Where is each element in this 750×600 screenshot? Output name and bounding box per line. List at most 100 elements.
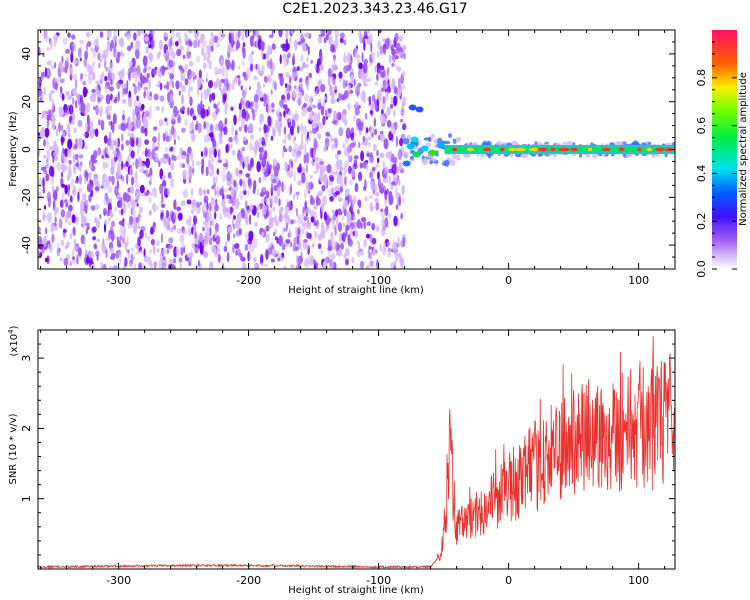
- noise-dot: [106, 114, 111, 120]
- noise-dot: [62, 37, 68, 45]
- noise-dot: [168, 244, 174, 250]
- noise-dot: [401, 84, 406, 91]
- noise-dot: [208, 132, 214, 137]
- noise-dot: [200, 107, 206, 119]
- noise-dot: [320, 84, 326, 93]
- noise-dot: [71, 97, 75, 106]
- noise-dot: [304, 93, 309, 103]
- noise-dot: [241, 108, 246, 120]
- noise-dot: [190, 251, 193, 258]
- track-halo-dot: [448, 133, 452, 138]
- noise-dot: [201, 79, 205, 83]
- noise-dot: [328, 36, 334, 46]
- noise-dot: [223, 245, 228, 252]
- noise-dot: [325, 33, 329, 41]
- noise-dot: [131, 247, 134, 253]
- noise-dot: [229, 206, 233, 215]
- noise-dot: [344, 120, 348, 127]
- noise-dot: [172, 219, 176, 225]
- noise-dot: [322, 115, 326, 126]
- track-halo-dot: [456, 136, 461, 143]
- noise-dot: [81, 223, 84, 228]
- noise-dot: [198, 187, 203, 196]
- noise-dot: [48, 165, 54, 177]
- noise-dot: [109, 209, 113, 215]
- noise-dot: [170, 36, 173, 47]
- noise-dot: [137, 136, 143, 148]
- noise-dot: [61, 183, 66, 188]
- noise-dot: [314, 156, 320, 162]
- noise-dot: [230, 106, 234, 112]
- noise-dot: [235, 219, 238, 228]
- noise-dot: [128, 215, 134, 225]
- noise-dot: [132, 206, 136, 219]
- noise-dot: [208, 171, 214, 177]
- noise-dot: [51, 122, 56, 130]
- noise-dot: [106, 154, 110, 159]
- noise-dot: [93, 243, 97, 250]
- noise-dot: [139, 249, 143, 254]
- noise-dot: [176, 48, 182, 57]
- noise-dot: [130, 185, 135, 195]
- noise-dot: [270, 135, 274, 141]
- noise-dot: [374, 65, 378, 73]
- noise-dot: [63, 257, 69, 267]
- noise-dot: [171, 154, 175, 161]
- noise-dot: [153, 261, 157, 269]
- noise-dot: [217, 148, 221, 160]
- noise-dot: [278, 115, 283, 123]
- noise-dot: [66, 123, 71, 132]
- noise-dot: [44, 127, 50, 138]
- noise-dot: [243, 189, 247, 196]
- noise-dot: [129, 135, 134, 147]
- noise-dot: [371, 166, 376, 172]
- noise-dot: [139, 167, 145, 174]
- noise-dot: [226, 232, 231, 242]
- y-tick-label: 2: [20, 425, 33, 432]
- noise-dot: [387, 247, 393, 253]
- noise-dot: [238, 126, 243, 132]
- noise-dot: [402, 53, 406, 60]
- noise-dot: [265, 233, 270, 243]
- noise-dot: [149, 55, 153, 63]
- noise-dot: [77, 137, 83, 149]
- noise-dot: [232, 150, 236, 156]
- noise-dot: [103, 195, 107, 206]
- noise-dot: [297, 262, 301, 269]
- noise-dot: [51, 185, 55, 193]
- noise-dot: [84, 73, 87, 77]
- noise-dot: [228, 81, 231, 93]
- noise-dot: [352, 230, 356, 237]
- noise-dot: [270, 181, 274, 194]
- noise-dot: [84, 122, 88, 131]
- track-halo-dot: [452, 138, 457, 144]
- noise-dot: [295, 246, 299, 252]
- noise-dot: [126, 235, 129, 247]
- noise-dot: [279, 54, 282, 65]
- noise-dot: [156, 240, 160, 247]
- noise-dot: [209, 125, 214, 131]
- noise-dot: [171, 30, 175, 40]
- noise-dot: [305, 79, 310, 91]
- noise-dot: [74, 78, 78, 90]
- noise-dot: [370, 102, 375, 111]
- noise-dot: [99, 31, 104, 38]
- noise-dot: [144, 36, 150, 42]
- noise-dot: [201, 165, 204, 175]
- noise-dot: [379, 45, 384, 55]
- noise-dot: [199, 201, 203, 206]
- noise-dot: [289, 84, 292, 91]
- noise-dot: [191, 243, 195, 249]
- noise-dot: [155, 153, 159, 162]
- noise-dot: [207, 159, 212, 169]
- noise-dot: [51, 233, 55, 243]
- noise-dot: [136, 250, 140, 255]
- noise-dot: [130, 41, 134, 49]
- noise-dot: [209, 220, 213, 227]
- noise-dot: [77, 47, 82, 58]
- noise-dot: [370, 32, 373, 45]
- noise-dot: [175, 32, 181, 38]
- noise-dot: [193, 39, 198, 49]
- noise-dot: [99, 213, 102, 220]
- noise-dot: [230, 143, 233, 149]
